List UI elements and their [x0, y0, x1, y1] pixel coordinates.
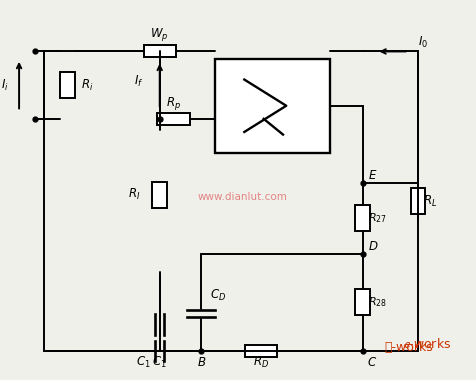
Text: $R_I$: $R_I$	[128, 187, 140, 202]
Bar	[355, 205, 370, 231]
Text: $I_0$: $I_0$	[418, 35, 428, 50]
Text: $R_i$: $R_i$	[81, 78, 94, 93]
Bar	[355, 289, 370, 315]
Text: $E$: $E$	[368, 169, 377, 182]
Text: 𝑒-works: 𝑒-works	[384, 341, 433, 354]
Bar	[410, 188, 425, 214]
Bar	[158, 113, 189, 125]
Text: $D$: $D$	[368, 240, 378, 253]
Text: $C$: $C$	[367, 356, 377, 369]
Text: $\mathcal{e}$-works: $\mathcal{e}$-works	[403, 337, 451, 350]
Text: $R_L$: $R_L$	[424, 194, 438, 209]
Text: $I_i$: $I_i$	[1, 78, 9, 93]
Bar	[215, 59, 330, 152]
Text: www.dianlut.com: www.dianlut.com	[198, 193, 288, 203]
Text: $W_p$: $W_p$	[150, 25, 169, 43]
Text: $C_1$: $C_1$	[136, 355, 151, 370]
Bar	[60, 72, 75, 98]
Text: $B$: $B$	[197, 356, 206, 369]
Text: $R_{28}$: $R_{28}$	[368, 295, 387, 309]
Text: $R_D$: $R_D$	[253, 355, 269, 370]
Bar	[144, 46, 176, 57]
Text: $R_{27}$: $R_{27}$	[368, 211, 387, 225]
Text: $C_1$: $C_1$	[152, 355, 167, 370]
Bar	[152, 182, 167, 208]
Bar	[245, 345, 278, 357]
Text: $R_p$: $R_p$	[166, 95, 181, 112]
Text: $I_f$: $I_f$	[134, 74, 144, 89]
Text: $C_D$: $C_D$	[210, 288, 227, 303]
